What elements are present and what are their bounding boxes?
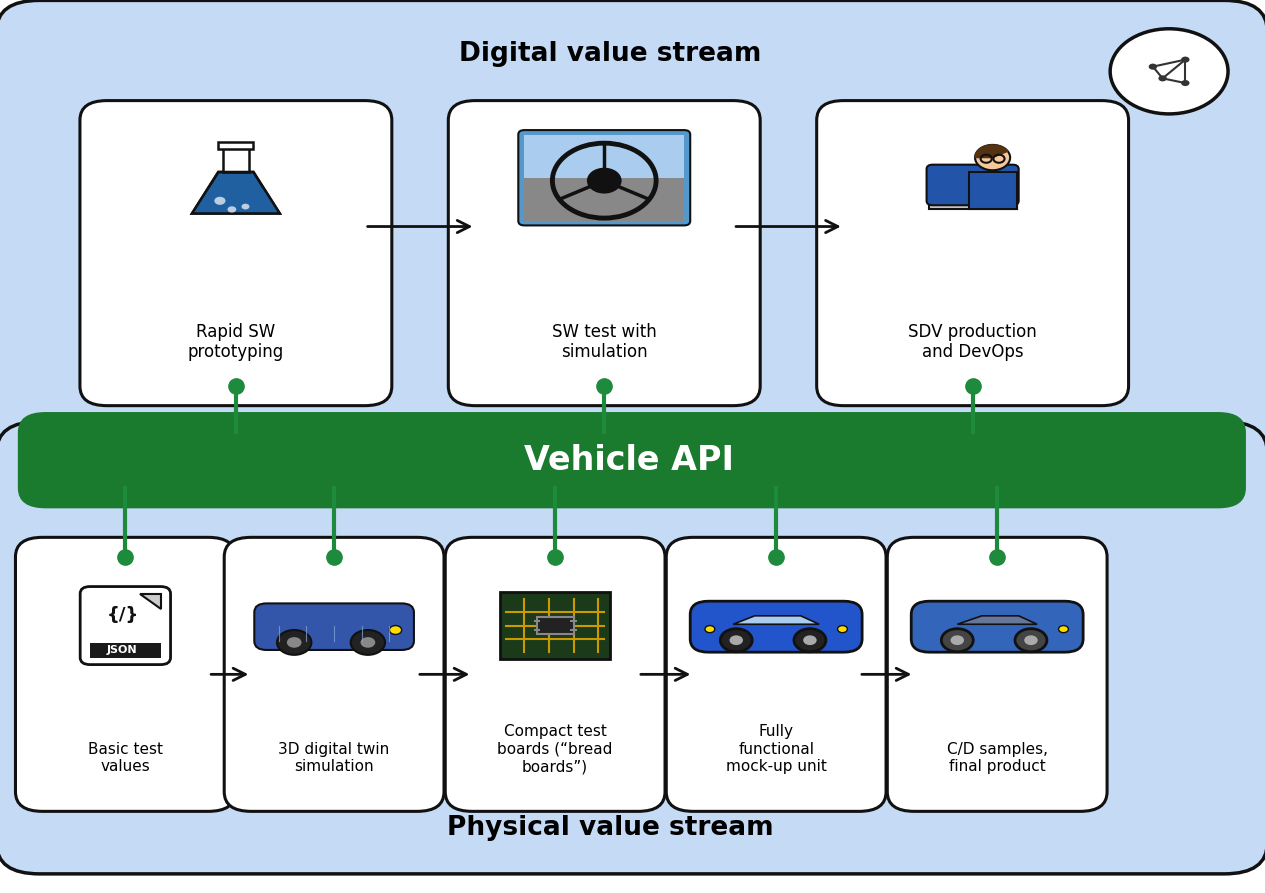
Circle shape	[941, 629, 973, 652]
Polygon shape	[192, 188, 280, 213]
Circle shape	[705, 626, 715, 632]
Bar	[500, 592, 611, 659]
Text: 3D digital twin
simulation: 3D digital twin simulation	[278, 742, 390, 774]
Circle shape	[1149, 63, 1157, 70]
FancyBboxPatch shape	[80, 101, 392, 405]
Bar	[534, 620, 540, 622]
Circle shape	[361, 637, 376, 647]
Polygon shape	[947, 614, 1046, 626]
FancyBboxPatch shape	[80, 587, 171, 664]
Bar	[525, 178, 684, 221]
Circle shape	[350, 630, 385, 655]
Circle shape	[837, 626, 848, 632]
Circle shape	[794, 629, 826, 652]
Bar	[534, 629, 540, 631]
Circle shape	[1182, 80, 1189, 86]
Circle shape	[720, 629, 753, 652]
Circle shape	[1059, 626, 1069, 632]
Polygon shape	[140, 594, 161, 608]
Circle shape	[730, 635, 743, 645]
Bar	[219, 142, 253, 149]
Circle shape	[1111, 29, 1228, 114]
Circle shape	[287, 637, 301, 647]
FancyBboxPatch shape	[448, 101, 760, 405]
FancyBboxPatch shape	[19, 413, 1245, 507]
Polygon shape	[734, 616, 820, 624]
Text: C/D samples,
final product: C/D samples, final product	[946, 742, 1047, 774]
Bar	[223, 147, 249, 172]
Text: Rapid SW
prototyping: Rapid SW prototyping	[187, 322, 285, 362]
Circle shape	[1159, 75, 1166, 81]
FancyBboxPatch shape	[15, 538, 235, 812]
Bar	[536, 617, 573, 634]
Bar	[571, 629, 577, 631]
Circle shape	[242, 204, 249, 210]
Text: Compact test
boards (“bread
boards”): Compact test boards (“bread boards”)	[497, 724, 612, 774]
Text: JSON: JSON	[108, 645, 138, 655]
FancyBboxPatch shape	[445, 538, 665, 812]
Bar	[525, 135, 684, 178]
FancyBboxPatch shape	[817, 101, 1128, 405]
Text: Digital value stream: Digital value stream	[459, 40, 762, 67]
FancyBboxPatch shape	[887, 538, 1107, 812]
Text: {/}: {/}	[106, 606, 139, 624]
FancyBboxPatch shape	[0, 421, 1265, 874]
FancyBboxPatch shape	[911, 601, 1083, 652]
Text: Physical value stream: Physical value stream	[447, 814, 774, 841]
Circle shape	[950, 635, 964, 645]
Polygon shape	[724, 614, 829, 626]
FancyBboxPatch shape	[667, 538, 886, 812]
Circle shape	[803, 635, 817, 645]
FancyBboxPatch shape	[254, 604, 414, 650]
Circle shape	[277, 630, 311, 655]
Circle shape	[975, 145, 1011, 171]
Bar	[929, 201, 1017, 210]
Text: SDV production
and DevOps: SDV production and DevOps	[908, 322, 1037, 362]
Circle shape	[214, 196, 225, 204]
Circle shape	[390, 626, 402, 634]
Polygon shape	[278, 613, 390, 626]
Polygon shape	[958, 616, 1037, 624]
FancyBboxPatch shape	[224, 538, 444, 812]
Wedge shape	[975, 145, 1008, 157]
Circle shape	[1015, 629, 1047, 652]
FancyBboxPatch shape	[691, 601, 863, 652]
Circle shape	[1182, 56, 1189, 63]
Circle shape	[228, 206, 237, 213]
FancyBboxPatch shape	[926, 164, 1018, 205]
Text: Basic test
values: Basic test values	[87, 742, 163, 774]
Bar	[90, 643, 161, 657]
Circle shape	[588, 169, 620, 192]
FancyBboxPatch shape	[519, 130, 691, 225]
Polygon shape	[969, 172, 1017, 210]
Text: Fully
functional
mock-up unit: Fully functional mock-up unit	[726, 724, 826, 774]
Polygon shape	[192, 172, 280, 213]
Text: SW test with
simulation: SW test with simulation	[552, 322, 657, 362]
Text: Vehicle API: Vehicle API	[524, 444, 734, 477]
Circle shape	[1025, 635, 1037, 645]
FancyBboxPatch shape	[0, 0, 1265, 466]
Bar	[571, 620, 577, 622]
